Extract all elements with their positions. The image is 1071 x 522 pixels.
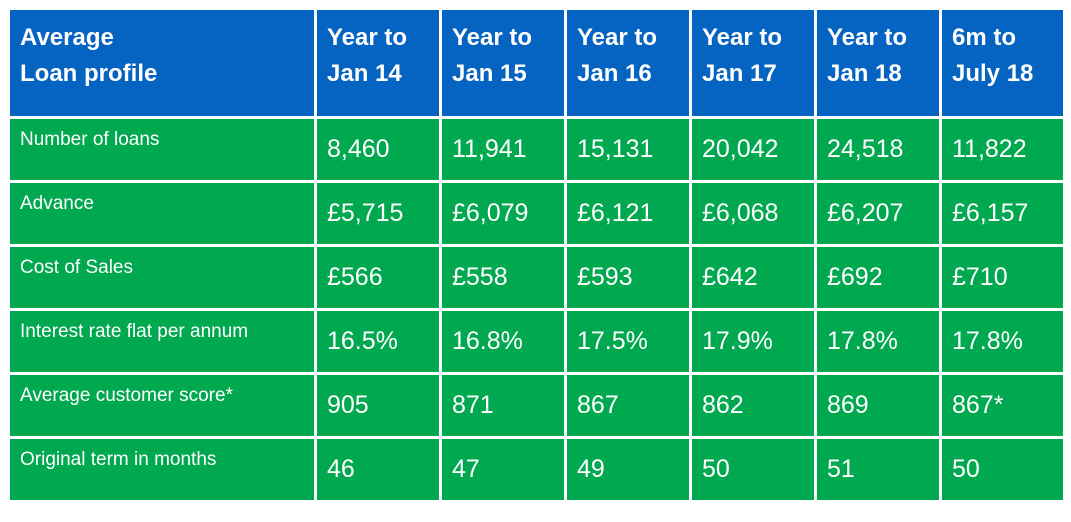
period-line: 6m to (952, 24, 1017, 51)
table-cell: 11,941 (442, 119, 564, 180)
table-cell: 46 (317, 439, 439, 500)
header-label-cell: Average Loan profile (10, 10, 314, 116)
period-line: Jan 18 (827, 60, 902, 87)
row-label: Interest rate flat per annum (10, 311, 314, 372)
table-cell: £593 (567, 247, 689, 308)
table-cell: £6,207 (817, 183, 939, 244)
row-label: Advance (10, 183, 314, 244)
table-cell: 17.9% (692, 311, 814, 372)
header-period-cell: Year to Jan 16 (567, 10, 689, 116)
table-cell: 8,460 (317, 119, 439, 180)
header-label-line: Loan profile (20, 60, 158, 87)
period-line: Year to (452, 24, 533, 51)
table-row: Cost of Sales £566 £558 £593 £642 £692 £… (10, 247, 1063, 308)
header-period-cell: Year to Jan 14 (317, 10, 439, 116)
table-row: Original term in months 46 47 49 50 51 5… (10, 439, 1063, 500)
row-label: Original term in months (10, 439, 314, 500)
table-cell: £6,079 (442, 183, 564, 244)
header-period-cell: Year to Jan 15 (442, 10, 564, 116)
table-cell: 867 (567, 375, 689, 436)
table-cell: 867* (942, 375, 1063, 436)
table-cell: 47 (442, 439, 564, 500)
table-cell: £6,068 (692, 183, 814, 244)
row-label: Cost of Sales (10, 247, 314, 308)
table-cell: 17.8% (942, 311, 1063, 372)
table-cell: £6,121 (567, 183, 689, 244)
table-cell: 862 (692, 375, 814, 436)
table-cell: 871 (442, 375, 564, 436)
table-cell: £6,157 (942, 183, 1063, 244)
table-cell: £710 (942, 247, 1063, 308)
header-period-cell: 6m to July 18 (942, 10, 1063, 116)
table-cell: 50 (942, 439, 1063, 500)
table-row: Advance £5,715 £6,079 £6,121 £6,068 £6,2… (10, 183, 1063, 244)
loan-profile-table: Average Loan profile Year to Jan 14 Year… (7, 7, 1066, 503)
period-line: Jan 14 (327, 60, 402, 87)
table-cell: 49 (567, 439, 689, 500)
period-line: Year to (827, 24, 908, 51)
period-line: Jan 16 (577, 60, 652, 87)
period-line: Year to (577, 24, 658, 51)
table-row: Interest rate flat per annum 16.5% 16.8%… (10, 311, 1063, 372)
row-label: Number of loans (10, 119, 314, 180)
header-label-line: Average (20, 24, 114, 51)
table-cell: £5,715 (317, 183, 439, 244)
table-cell: 20,042 (692, 119, 814, 180)
period-line: Year to (702, 24, 783, 51)
table-cell: 869 (817, 375, 939, 436)
table-row: Number of loans 8,460 11,941 15,131 20,0… (10, 119, 1063, 180)
table-cell: 17.8% (817, 311, 939, 372)
table-cell: 24,518 (817, 119, 939, 180)
period-line: Jan 15 (452, 60, 527, 87)
table-row: Average customer score* 905 871 867 862 … (10, 375, 1063, 436)
header-period-cell: Year to Jan 18 (817, 10, 939, 116)
table-cell: 16.5% (317, 311, 439, 372)
table-cell: 16.8% (442, 311, 564, 372)
table-cell: £558 (442, 247, 564, 308)
table-cell: 17.5% (567, 311, 689, 372)
loan-profile-table-wrapper: Average Loan profile Year to Jan 14 Year… (7, 7, 1066, 503)
table-cell: £566 (317, 247, 439, 308)
table-cell: 50 (692, 439, 814, 500)
row-label: Average customer score* (10, 375, 314, 436)
table-cell: £692 (817, 247, 939, 308)
period-line: Jan 17 (702, 60, 777, 87)
header-period-cell: Year to Jan 17 (692, 10, 814, 116)
table-cell: 51 (817, 439, 939, 500)
table-cell: 11,822 (942, 119, 1063, 180)
header-row: Average Loan profile Year to Jan 14 Year… (10, 10, 1063, 116)
period-line: Year to (327, 24, 408, 51)
period-line: July 18 (952, 60, 1034, 87)
table-cell: £642 (692, 247, 814, 308)
table-cell: 15,131 (567, 119, 689, 180)
table-cell: 905 (317, 375, 439, 436)
